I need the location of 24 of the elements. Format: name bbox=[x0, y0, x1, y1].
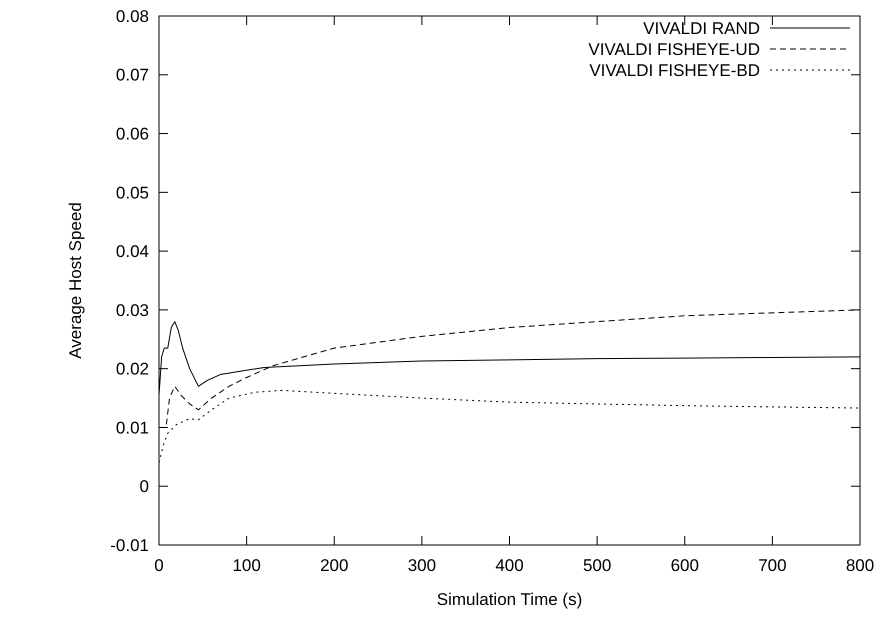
x-tick-label: 400 bbox=[495, 556, 524, 575]
y-tick-label: 0.06 bbox=[116, 124, 149, 144]
x-tick-label: 700 bbox=[758, 556, 787, 575]
x-tick-label: 300 bbox=[408, 556, 436, 575]
x-tick-label: 800 bbox=[846, 556, 874, 575]
y-axis-title: Average Host Speed bbox=[66, 202, 85, 359]
y-tick-label: 0.01 bbox=[116, 418, 149, 438]
y-tick-label: 0.07 bbox=[116, 66, 149, 85]
x-tick-label: 0 bbox=[154, 556, 164, 575]
y-tick-label: -0.01 bbox=[110, 536, 149, 555]
x-tick-label: 500 bbox=[582, 556, 612, 575]
y-tick-label: 0.05 bbox=[116, 183, 149, 202]
x-tick-label: 100 bbox=[232, 556, 261, 575]
x-tick-label: 600 bbox=[670, 556, 699, 575]
y-tick-label: 0 bbox=[140, 477, 149, 496]
y-tick-label: 0.03 bbox=[116, 300, 149, 320]
x-axis-title: Simulation Time (s) bbox=[436, 590, 582, 609]
y-tick-label: 0.02 bbox=[116, 360, 149, 379]
x-tick-label: 200 bbox=[320, 556, 348, 575]
legend-label: VIVALDI FISHEYE-UD bbox=[588, 40, 760, 59]
y-tick-label: 0.08 bbox=[116, 6, 149, 26]
y-tick-label: 0.04 bbox=[116, 242, 149, 262]
legend-label: VIVALDI RAND bbox=[643, 18, 760, 38]
legend-label: VIVALDI FISHEYE-BD bbox=[589, 60, 760, 80]
